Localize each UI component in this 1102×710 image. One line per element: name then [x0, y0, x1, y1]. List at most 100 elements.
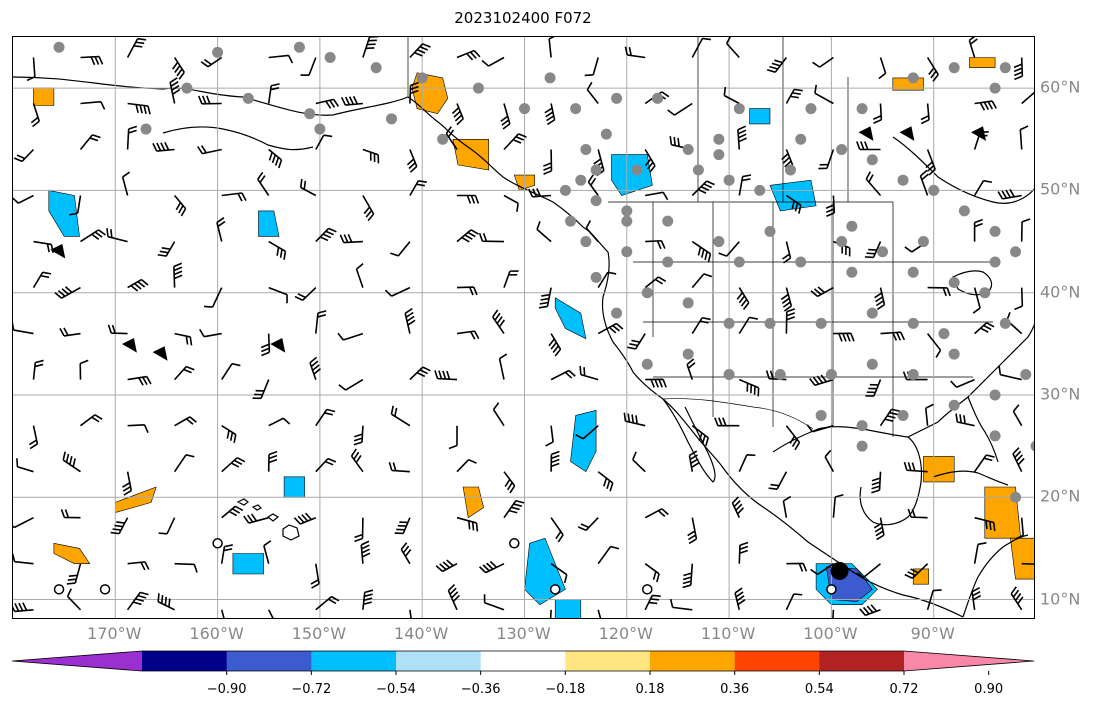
station-marker[interactable] — [140, 123, 152, 135]
station-marker[interactable] — [713, 236, 725, 248]
station-marker[interactable] — [877, 246, 889, 258]
station-marker[interactable] — [764, 225, 776, 237]
station-marker[interactable] — [856, 440, 868, 452]
station-marker[interactable] — [733, 256, 745, 268]
station-marker[interactable] — [1030, 440, 1036, 452]
station-marker[interactable] — [570, 103, 582, 115]
station-marker[interactable] — [621, 246, 633, 258]
station-marker[interactable] — [1020, 369, 1032, 381]
station-marker[interactable] — [324, 51, 336, 63]
station-marker[interactable] — [293, 41, 305, 53]
station-marker[interactable] — [958, 205, 970, 217]
station-marker[interactable] — [386, 113, 398, 125]
station-marker[interactable] — [181, 82, 193, 94]
station-marker[interactable] — [682, 144, 694, 156]
station-marker[interactable] — [989, 430, 1001, 442]
station-marker[interactable] — [692, 164, 704, 176]
station-marker[interactable] — [641, 287, 653, 299]
station-marker[interactable] — [590, 195, 602, 207]
station-marker[interactable] — [575, 174, 587, 186]
station-marker[interactable] — [846, 266, 858, 278]
station-marker[interactable] — [856, 420, 868, 432]
station-marker[interactable] — [948, 399, 960, 411]
station-marker[interactable] — [621, 215, 633, 227]
station-marker[interactable] — [774, 369, 786, 381]
station-marker[interactable] — [907, 317, 919, 329]
station-marker[interactable] — [723, 174, 735, 186]
station-marker[interactable] — [856, 103, 868, 115]
station-marker[interactable] — [815, 317, 827, 329]
station-marker[interactable] — [907, 369, 919, 381]
station-marker[interactable] — [713, 133, 725, 145]
station-marker[interactable] — [212, 46, 224, 58]
station-marker[interactable] — [784, 164, 796, 176]
station-marker[interactable] — [1010, 246, 1022, 258]
station-marker[interactable] — [662, 256, 674, 268]
station-marker[interactable] — [559, 184, 571, 196]
station-marker[interactable] — [897, 409, 909, 421]
station-marker[interactable] — [580, 236, 592, 248]
station-marker[interactable] — [866, 307, 878, 319]
station-marker[interactable] — [1010, 491, 1022, 503]
station-marker[interactable] — [631, 164, 643, 176]
station-marker[interactable] — [825, 369, 837, 381]
station-marker[interactable] — [713, 149, 725, 161]
station-marker[interactable] — [999, 62, 1011, 74]
station-marker[interactable] — [764, 317, 776, 329]
station-marker[interactable] — [907, 72, 919, 84]
station-marker[interactable] — [242, 92, 254, 104]
station-marker[interactable] — [805, 103, 817, 115]
station-marker[interactable] — [989, 82, 1001, 94]
station-marker[interactable] — [897, 174, 909, 186]
station-marker[interactable] — [754, 184, 766, 196]
station-marker[interactable] — [948, 276, 960, 288]
station-marker[interactable] — [641, 358, 653, 370]
station-marker[interactable] — [989, 389, 1001, 401]
station-marker[interactable] — [989, 225, 1001, 237]
station-marker[interactable] — [999, 317, 1011, 329]
station-marker[interactable] — [846, 220, 858, 232]
station-marker[interactable] — [866, 358, 878, 370]
station-marker[interactable] — [682, 297, 694, 309]
station-marker[interactable] — [917, 236, 929, 248]
station-marker[interactable] — [580, 144, 592, 156]
station-marker[interactable] — [314, 123, 326, 135]
map-frame[interactable] — [12, 36, 1035, 619]
map-canvas[interactable] — [13, 37, 1035, 619]
station-marker[interactable] — [928, 184, 940, 196]
station-marker[interactable] — [938, 328, 950, 340]
station-marker[interactable] — [651, 92, 663, 104]
station-marker[interactable] — [472, 82, 484, 94]
station-marker[interactable] — [611, 92, 623, 104]
station-marker[interactable] — [682, 348, 694, 360]
station-marker[interactable] — [795, 256, 807, 268]
station-marker[interactable] — [723, 317, 735, 329]
station-marker[interactable] — [519, 103, 530, 115]
station-marker[interactable] — [590, 271, 602, 283]
station-marker[interactable] — [948, 62, 960, 74]
station-marker[interactable] — [621, 205, 633, 217]
station-marker[interactable] — [866, 154, 878, 166]
station-marker[interactable] — [416, 72, 428, 84]
station-marker[interactable] — [795, 133, 807, 145]
station-marker[interactable] — [723, 369, 735, 381]
station-marker[interactable] — [544, 72, 556, 84]
station-marker[interactable] — [907, 266, 919, 278]
cyclone-center-marker[interactable] — [830, 561, 849, 580]
station-marker[interactable] — [590, 164, 602, 176]
station-marker[interactable] — [304, 108, 316, 120]
station-marker[interactable] — [53, 41, 65, 53]
station-marker[interactable] — [662, 215, 674, 227]
station-marker[interactable] — [611, 307, 623, 319]
station-marker[interactable] — [437, 133, 449, 145]
station-marker[interactable] — [815, 409, 827, 421]
station-marker[interactable] — [948, 348, 960, 360]
station-marker[interactable] — [836, 144, 848, 156]
station-marker[interactable] — [733, 103, 745, 115]
station-marker[interactable] — [600, 128, 612, 140]
station-marker[interactable] — [989, 256, 1001, 268]
station-marker[interactable] — [836, 236, 848, 248]
station-marker[interactable] — [565, 215, 577, 227]
station-marker[interactable] — [370, 62, 382, 74]
station-marker[interactable] — [979, 287, 991, 299]
